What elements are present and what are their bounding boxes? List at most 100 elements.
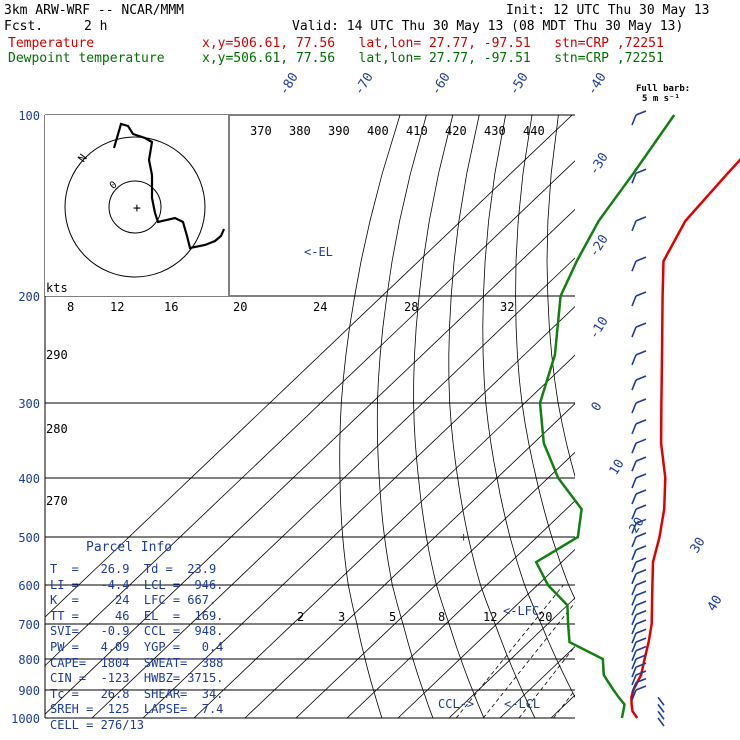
parcel-info-title: Parcel Info	[86, 540, 173, 555]
wind-barb	[631, 614, 637, 626]
hodo-speed-tick: 28	[404, 300, 418, 314]
wind-barb-flag	[635, 662, 647, 668]
wind-barb-flag	[635, 569, 647, 575]
wind-barb	[631, 573, 637, 585]
pressure-label: 600	[18, 579, 40, 593]
pressure-annotations: 290 280 270	[46, 348, 68, 508]
wind-barb	[631, 523, 637, 534]
wind-barb-flag	[635, 610, 647, 616]
wind-barb-flag	[635, 637, 647, 643]
mixing-ratio-line	[553, 689, 575, 718]
pressure-label: 200	[18, 290, 40, 304]
wind-barb-flag	[635, 438, 647, 444]
isotherm	[448, 597, 575, 718]
parcel-row: SREH = 125 LAPSE= 7.4	[50, 702, 224, 717]
wind-barb-flag	[635, 456, 647, 462]
wind-barb-flag	[635, 375, 647, 381]
isotherm	[602, 115, 740, 718]
wind-barb	[631, 595, 637, 606]
dewpoint-trace	[534, 114, 676, 719]
wind-barb-flag	[635, 473, 647, 479]
wind-barb	[657, 703, 665, 713]
parcel-row: T = 26.9 Td = 23.9	[50, 562, 217, 576]
parcel-row: PW = 4.09 YGP = 0.4	[50, 640, 224, 654]
mixing-ratio-labels: 2 3 5 8 12 20	[297, 610, 552, 624]
pressure-label: 100	[18, 109, 40, 123]
wind-barb-flag	[635, 580, 647, 586]
isotherm	[91, 257, 575, 718]
parcel-row: K = 24 LFC = 667.	[50, 593, 217, 608]
temp-label: -80	[277, 70, 302, 98]
wind-barb-flag	[635, 216, 647, 222]
wind-barb	[631, 379, 637, 391]
wind-barb	[631, 477, 637, 489]
theta-label: 380	[289, 124, 311, 138]
pressure-label: 900	[18, 684, 40, 698]
dry-adiabats	[339, 115, 740, 718]
dry-adiabat	[515, 115, 575, 600]
barb-legend-unit: 5 m s⁻¹	[642, 94, 680, 104]
temp-label: -40	[585, 70, 610, 98]
wind-barb	[631, 658, 637, 670]
pressure-label: 800	[18, 653, 40, 667]
wind-barb-flag	[635, 619, 647, 625]
theta-annotation: 270	[46, 494, 68, 508]
temp-label: -70	[352, 70, 377, 98]
isotherm	[550, 694, 575, 718]
dry-adiabat	[448, 115, 536, 718]
wind-barb-flag	[635, 685, 647, 691]
mixing-ratio-label: 12	[483, 610, 497, 624]
wind-barb-flag	[635, 628, 647, 634]
wind-barb	[657, 717, 665, 727]
hodo-speed-tick: 24	[313, 300, 327, 314]
wind-barb-flag	[635, 532, 647, 538]
dry-adiabat	[717, 115, 740, 718]
parcel-row: TT = 46 EL = 169.	[50, 608, 224, 623]
hodo-ring-outer	[64, 136, 206, 278]
wind-barb-flag	[635, 504, 647, 510]
wind-barb	[631, 220, 637, 232]
wind-barb	[631, 604, 637, 616]
wind-barb-flag	[635, 168, 647, 175]
lfc-annotation: <-LFC	[503, 604, 539, 618]
wind-barb	[631, 442, 637, 454]
mixing-ratio-line	[455, 584, 564, 718]
wind-barb	[631, 689, 637, 701]
isotherm	[704, 115, 740, 718]
parcel-row: LI = -4.4 LCL = 946.	[50, 577, 224, 592]
theta-label: 400	[367, 124, 389, 138]
lfc-marker: +	[460, 530, 467, 544]
wind-barb-flag	[635, 291, 647, 297]
wind-barb	[631, 549, 637, 561]
valid-time: Valid: 14 UTC Thu 30 May 13 (08 MDT Thu …	[292, 19, 684, 34]
pressure-label: 400	[18, 472, 40, 486]
wind-barb-flag	[635, 110, 647, 116]
dry-adiabat	[546, 115, 575, 478]
dry-adiabat	[376, 115, 434, 718]
wind-barb	[631, 260, 637, 272]
temperature-legend: Temperature	[8, 36, 95, 51]
isotherm	[142, 306, 575, 718]
barb-legend-title: Full barb:	[636, 84, 691, 94]
wind-barb	[631, 423, 637, 435]
theta-annotation: 290	[46, 348, 68, 362]
wind-barb-flag	[635, 256, 647, 262]
isotherm	[346, 500, 575, 718]
mixing-ratio-label: 20	[538, 610, 552, 624]
hodo-speed-tick: 16	[164, 300, 178, 314]
wind-barb	[631, 536, 637, 548]
wind-barb	[631, 460, 637, 472]
isotherm	[45, 115, 573, 618]
temp-label: 0	[589, 400, 606, 415]
mixing-ratio-label: 3	[338, 610, 345, 624]
wind-barb	[631, 650, 637, 661]
theta-label: 430	[484, 124, 506, 138]
wind-barb	[631, 632, 637, 644]
temp-label: 30	[688, 535, 709, 556]
wind-barb	[631, 493, 637, 505]
theta-label: 410	[406, 124, 428, 138]
parcel-row: Tc = 26.8 SHEAR= 34.	[50, 686, 224, 701]
ccl-annotation: CCL->	[438, 697, 474, 711]
wind-barb	[631, 641, 637, 653]
